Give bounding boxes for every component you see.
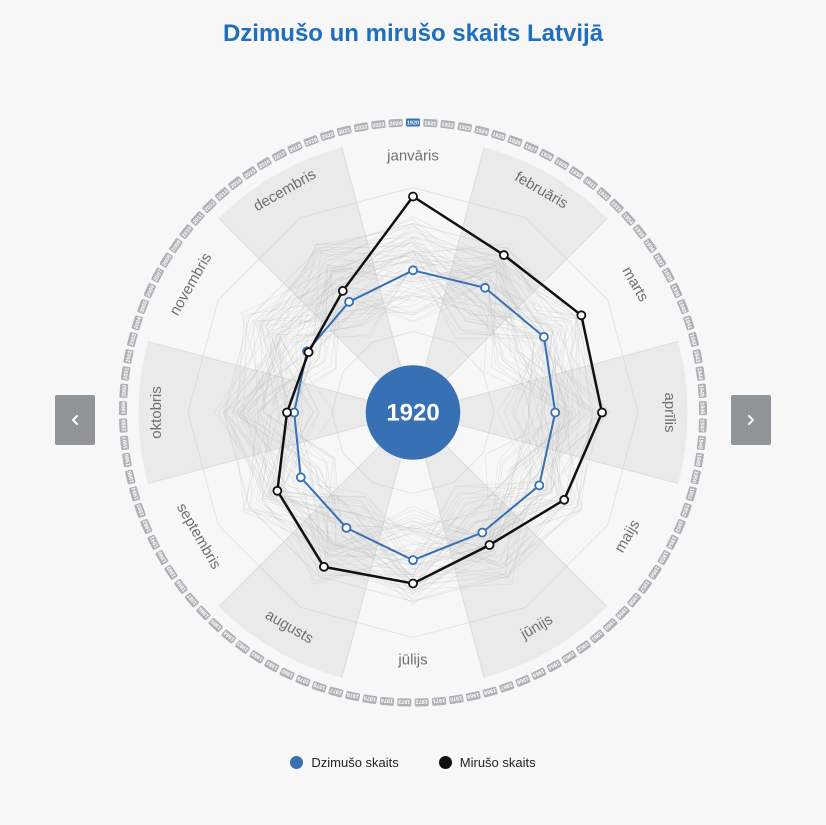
svg-text:1965: 1965 [531,667,545,678]
svg-text:1946: 1946 [699,402,705,414]
svg-text:2014: 2014 [230,177,244,190]
svg-text:2002: 2002 [126,350,134,363]
svg-text:1999: 1999 [121,402,127,414]
svg-text:oktobris: oktobris [148,386,165,439]
svg-text:2023: 2023 [372,122,385,129]
svg-text:1934: 1934 [621,213,634,227]
svg-text:1996: 1996 [124,453,132,466]
page-title: Dzimušo un mirušo skaits Latvijā [0,20,826,48]
svg-text:1974: 1974 [380,697,394,704]
chevron-right-icon [743,412,759,428]
svg-text:1947: 1947 [698,419,705,432]
svg-text:1975: 1975 [363,694,376,702]
svg-text:1955: 1955 [657,550,668,564]
svg-text:novembris: novembris [166,250,215,318]
chevron-left-icon [67,412,83,428]
svg-text:maijs: maijs [611,517,643,556]
svg-text:marts: marts [618,264,651,305]
svg-text:1976: 1976 [346,691,359,699]
next-button[interactable] [731,395,771,445]
svg-text:aprīlis: aprīlis [661,392,678,432]
svg-text:1944: 1944 [695,367,703,381]
svg-text:1997: 1997 [122,436,129,449]
radar-chart: 1920janvārisfebruārismartsaprīlismaijsjū… [93,93,733,738]
svg-text:1948: 1948 [697,436,704,449]
svg-text:1921: 1921 [424,121,437,128]
legend-label-births: Dzimušo skaits [311,755,398,770]
svg-text:2000: 2000 [122,385,129,398]
svg-text:1998: 1998 [121,419,128,432]
svg-text:1922: 1922 [441,122,454,129]
svg-text:1920: 1920 [407,121,419,127]
svg-text:janvāris: janvāris [386,148,439,165]
svg-text:2007: 2007 [153,269,164,283]
svg-text:1950: 1950 [690,470,699,483]
legend-label-deaths: Mirušo skaits [460,755,536,770]
svg-text:1984: 1984 [222,629,236,642]
legend-item-births[interactable]: Dzimušo skaits [290,755,398,770]
svg-text:septembris: septembris [173,500,224,572]
legend-dot-deaths [439,756,452,769]
svg-text:1938: 1938 [662,269,673,283]
svg-text:1939: 1939 [670,284,681,298]
legend: Dzimušo skaits Mirušo skaits [0,755,826,770]
svg-text:1970: 1970 [450,694,463,702]
svg-text:1972: 1972 [415,698,427,704]
prev-button[interactable] [55,395,95,445]
svg-text:jūlijs: jūlijs [397,652,427,669]
svg-text:1949: 1949 [694,453,702,466]
svg-text:2017: 2017 [273,151,287,162]
svg-text:1927: 1927 [524,143,538,153]
svg-text:1990: 1990 [157,550,168,564]
svg-text:1995: 1995 [127,470,136,483]
svg-text:1981: 1981 [266,659,280,670]
svg-text:2022: 2022 [355,124,368,132]
svg-text:1969: 1969 [466,691,479,699]
svg-text:2024: 2024 [389,121,403,128]
svg-text:1945: 1945 [698,385,705,398]
svg-text:1973: 1973 [398,698,410,704]
svg-text:1928: 1928 [539,151,553,162]
svg-text:1971: 1971 [433,697,446,704]
svg-text:1980: 1980 [281,667,295,678]
svg-text:2001: 2001 [123,367,131,380]
svg-text:2006: 2006 [146,284,157,298]
svg-text:2018: 2018 [289,143,303,153]
legend-item-deaths[interactable]: Mirušo skaits [439,755,536,770]
svg-text:1923: 1923 [458,124,471,132]
svg-text:1920: 1920 [386,400,439,427]
legend-dot-births [290,756,303,769]
svg-text:1943: 1943 [692,350,700,363]
svg-text:1991: 1991 [149,535,160,549]
